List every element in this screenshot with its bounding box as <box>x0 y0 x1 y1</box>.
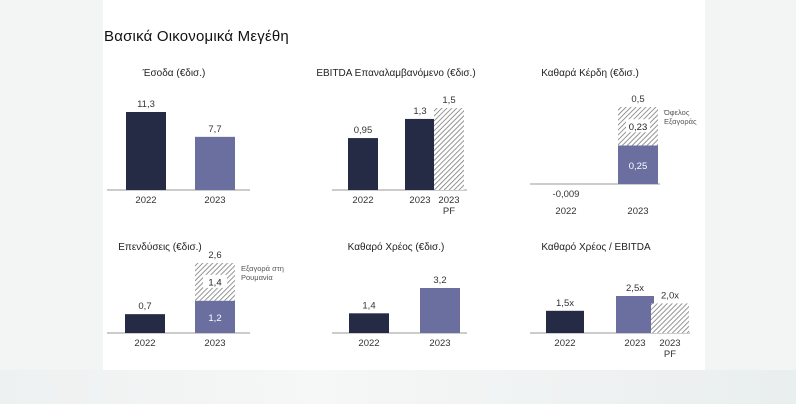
chart-title-4: Καθαρό Χρέος (€δισ.) <box>348 241 445 253</box>
bar-0-0 <box>126 112 166 190</box>
x-tick-label-5-0: 2022 <box>554 338 575 349</box>
bar-3-1 <box>195 300 235 333</box>
data-label-0-1: 7,7 <box>208 124 221 135</box>
total-label-2-1: 0,5 <box>631 94 644 105</box>
total-label-3-1: 2,6 <box>208 250 221 261</box>
bar-2-1 <box>618 145 658 184</box>
data-label-2-0: -0,009 <box>553 189 580 200</box>
chart-title-2: Καθαρά Κέρδη (€δισ.) <box>541 67 639 79</box>
annotation-2-l2: Εξαγοράς <box>664 117 697 126</box>
data-label-4-0: 1,4 <box>362 300 375 311</box>
annotation-3-l2: Ρουμανία <box>241 273 273 282</box>
bar-4-0 <box>349 313 389 333</box>
chart-title-5: Καθαρό Χρέος / EBITDA <box>541 241 651 253</box>
x-tick-label-2-1: 2023 <box>627 206 648 217</box>
annotation-3: Εξαγορά στη <box>241 264 284 273</box>
stack-label-bg-2-1 <box>626 119 650 133</box>
x-tick-label-1-2: 2023 <box>438 195 459 206</box>
data-label-1-1: 1,3 <box>413 106 426 117</box>
x-tick-label-1-0: 2022 <box>352 195 373 206</box>
x-tick-label-3-0: 2022 <box>134 338 155 349</box>
data-label-1-0: 0,95 <box>354 125 373 136</box>
data-label-4-1: 3,2 <box>433 275 446 286</box>
data-label-3-1: 1,2 <box>208 313 221 324</box>
data-label-5-0: 1,5x <box>556 298 574 309</box>
bar-5-2 <box>651 303 689 333</box>
bar-3-0 <box>125 314 165 333</box>
annotation-2: Όφελος <box>663 108 690 117</box>
x-tick-label-0-0: 2022 <box>135 195 156 206</box>
x-tick-label-5-1: 2023 <box>624 338 645 349</box>
data-label-5-1: 2,5x <box>626 283 644 294</box>
x-tick-label-1-1: 2023 <box>409 195 430 206</box>
x-tick-label-0-1: 2023 <box>204 195 225 206</box>
x-tick-label-5-2-l2: PF <box>664 349 676 360</box>
chart-title-1: EBITDA Επαναλαμβανόμενο (€δισ.) <box>316 67 475 79</box>
x-tick-label-3-1: 2023 <box>204 338 225 349</box>
chart-title-0: Έσοδα (€δισ.) <box>142 68 206 79</box>
data-label-2-1: 0,25 <box>629 161 648 172</box>
x-tick-label-4-1: 2023 <box>429 338 450 349</box>
bar-1-2 <box>434 108 464 190</box>
stack-label-2-1: 0,23 <box>629 122 648 133</box>
data-label-5-2: 2,0x <box>661 290 679 301</box>
x-tick-label-2-0: 2022 <box>555 206 576 217</box>
bar-0-1 <box>195 136 235 190</box>
data-label-3-0: 0,7 <box>138 301 151 312</box>
bar-5-0 <box>546 310 584 333</box>
x-tick-label-1-2-l2: PF <box>443 206 455 217</box>
data-label-1-2: 1,5 <box>442 95 455 106</box>
stack-label-3-1: 1,4 <box>208 277 221 288</box>
x-tick-label-5-2: 2023 <box>659 338 680 349</box>
data-label-0-0: 11,3 <box>137 99 155 110</box>
bar-5-1 <box>616 296 654 333</box>
x-tick-label-4-0: 2022 <box>358 338 379 349</box>
stack-label-bg-3-1 <box>203 274 227 288</box>
chart-title-3: Επενδύσεις (€δισ.) <box>118 241 201 253</box>
bar-4-1 <box>420 288 460 333</box>
bar-1-0 <box>348 138 378 190</box>
bar-1-1 <box>405 118 435 190</box>
page-title: Βασικά Οικονομικά Μεγέθη <box>104 28 289 45</box>
bottom-band <box>0 370 796 404</box>
